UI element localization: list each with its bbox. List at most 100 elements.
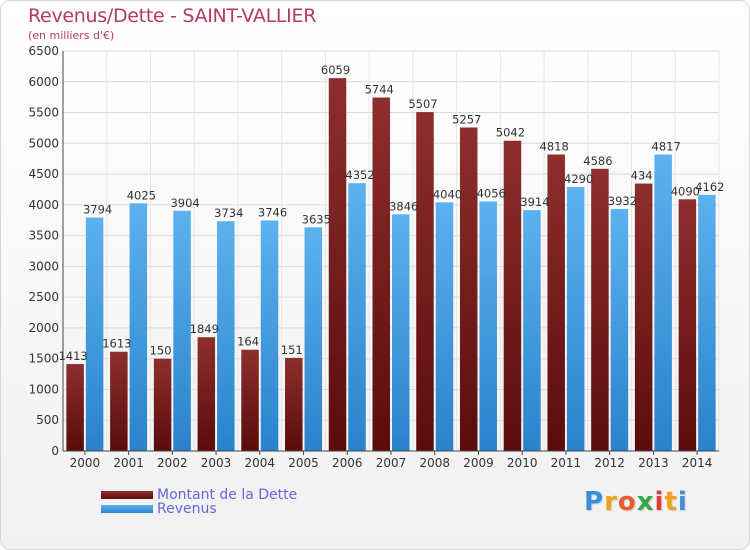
y-tick-label: 500 — [36, 413, 59, 427]
data-label: 150 — [150, 344, 172, 358]
bar-dette — [197, 337, 216, 451]
data-label: 4352 — [345, 168, 374, 182]
x-tick-label: 2002 — [157, 456, 188, 470]
x-tick-label: 2006 — [332, 456, 363, 470]
data-label: 3635 — [302, 212, 331, 226]
y-tick-label: 3500 — [28, 229, 59, 243]
bar-dette — [372, 97, 390, 452]
data-label: 4040 — [433, 187, 462, 201]
bar-dette — [634, 183, 653, 452]
bar-dette — [285, 357, 303, 451]
y-tick-label: 1000 — [28, 382, 59, 396]
data-label: 4162 — [695, 180, 724, 194]
data-label: 4090 — [671, 184, 700, 198]
data-label: 3914 — [520, 195, 549, 209]
y-tick-label: 2500 — [28, 290, 59, 304]
y-tick-label: 0 — [51, 444, 59, 458]
proxiti-logo: Proxiti — [584, 487, 688, 517]
y-tick-label: 1500 — [28, 352, 59, 366]
x-tick-label: 2009 — [463, 456, 494, 470]
data-label: 164 — [237, 335, 259, 349]
logo-letter: t — [664, 487, 678, 517]
y-tick-label: 6500 — [28, 44, 59, 58]
bar-dette — [66, 364, 84, 451]
data-label: 5744 — [365, 83, 394, 97]
bar-revenus — [566, 187, 585, 451]
data-label: 1413 — [58, 349, 87, 363]
bar-revenus — [610, 209, 629, 451]
y-tick-label: 2000 — [28, 321, 59, 335]
bar-revenus — [173, 210, 191, 451]
data-label: 1613 — [102, 337, 131, 351]
bar-dette — [459, 127, 478, 451]
logo-letter: r — [604, 487, 618, 517]
data-label: 151 — [281, 343, 303, 357]
legend-label-revenus: Revenus — [157, 501, 217, 517]
bar-dette — [241, 349, 259, 451]
data-label: 4025 — [127, 188, 156, 202]
bar-dette — [678, 199, 697, 451]
legend-swatch-dette — [101, 491, 153, 499]
logo-letter: i — [677, 487, 688, 517]
bar-revenus — [654, 154, 672, 452]
data-label: 3932 — [608, 194, 637, 208]
bar-dette — [416, 112, 434, 451]
bar-revenus — [260, 220, 279, 451]
bar-revenus — [435, 202, 454, 451]
x-tick-label: 2003 — [201, 456, 232, 470]
x-tick-label: 2004 — [245, 456, 276, 470]
y-tick-label: 6000 — [28, 75, 59, 89]
data-label: 4290 — [564, 172, 593, 186]
x-tick-label: 2008 — [419, 456, 450, 470]
logo-letter: x — [636, 487, 655, 517]
data-label: 6059 — [321, 63, 350, 77]
bar-revenus — [392, 214, 410, 451]
data-label: 4818 — [540, 140, 569, 154]
y-tick-label: 5000 — [28, 136, 59, 150]
x-tick-label: 2000 — [70, 456, 101, 470]
y-tick-label: 5500 — [28, 106, 59, 120]
data-label: 4056 — [477, 186, 506, 200]
bar-dette — [328, 78, 347, 451]
bar-revenus — [348, 183, 366, 451]
bar-dette — [503, 140, 522, 451]
data-label: 3846 — [389, 199, 418, 213]
data-label: 5042 — [496, 126, 525, 140]
logo-letter: o — [617, 487, 637, 517]
logo-letter: P — [584, 487, 605, 517]
y-tick-label: 3000 — [28, 259, 59, 273]
data-label: 4586 — [583, 154, 612, 168]
bar-revenus — [304, 227, 323, 451]
bar-revenus — [217, 221, 235, 451]
data-label: 3794 — [83, 203, 112, 217]
legend-swatch-revenus — [101, 505, 153, 513]
y-tick-label: 4000 — [28, 198, 59, 212]
chart-title: Revenus/Dette - SAINT-VALLIER — [28, 5, 317, 27]
x-tick-label: 2010 — [507, 456, 538, 470]
x-tick-label: 2012 — [594, 456, 625, 470]
bar-revenus — [479, 201, 497, 451]
data-label: 5257 — [452, 112, 481, 126]
bar-dette — [153, 358, 172, 451]
bar-dette — [110, 351, 128, 451]
bar-revenus — [85, 217, 104, 451]
bar-dette — [547, 154, 565, 451]
logo-letter: i — [654, 487, 665, 517]
x-tick-label: 2007 — [376, 456, 407, 470]
data-label: 434 — [631, 169, 653, 183]
legend-label-dette: Montant de la Dette — [157, 487, 298, 503]
x-tick-label: 2011 — [551, 456, 582, 470]
data-label: 1849 — [190, 322, 219, 336]
bar-dette — [591, 168, 609, 452]
data-label: 3904 — [170, 196, 199, 210]
y-tick-label: 4500 — [28, 167, 59, 181]
bar-revenus — [129, 203, 148, 451]
chart-subtitle: (en milliers d'€) — [28, 29, 115, 42]
x-tick-label: 2013 — [638, 456, 669, 470]
x-tick-label: 2005 — [288, 456, 319, 470]
x-tick-label: 2014 — [682, 456, 713, 470]
x-tick-label: 2001 — [113, 456, 144, 470]
bar-revenus — [698, 194, 716, 451]
